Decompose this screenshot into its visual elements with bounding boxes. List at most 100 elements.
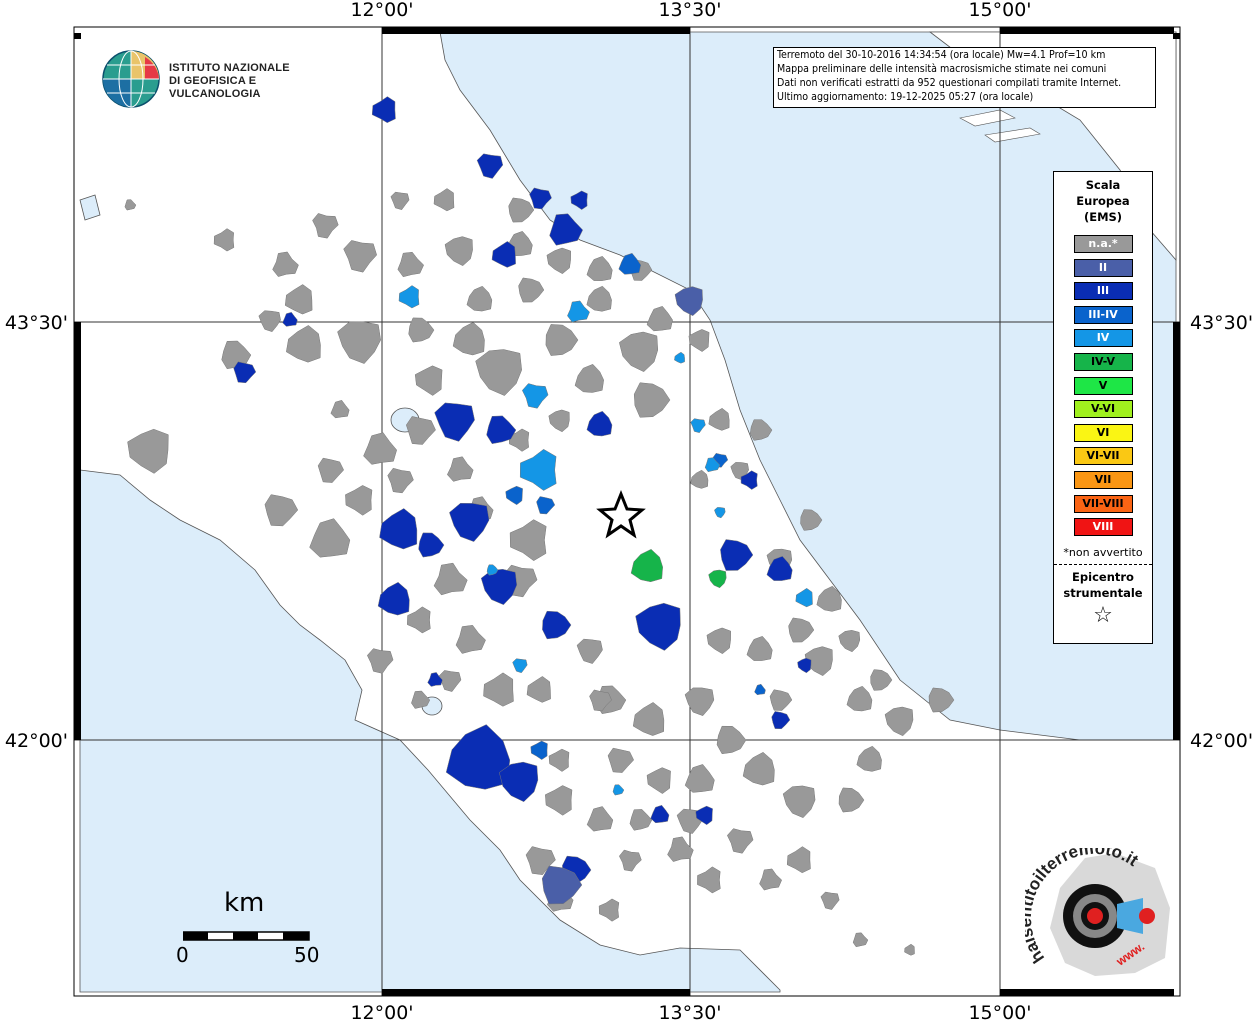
municipality-area — [852, 932, 869, 948]
municipality-area — [525, 846, 556, 875]
municipality-area — [526, 676, 551, 703]
event-info-box: Terremoto del 30-10-2016 14:34:54 (ora l… — [773, 47, 1156, 108]
municipality-area — [586, 410, 613, 437]
municipality-area — [727, 828, 754, 854]
scale-bar: km 0 50 — [176, 888, 326, 978]
municipality-area — [629, 809, 653, 831]
legend-item: II — [1073, 258, 1133, 277]
municipality-area — [455, 625, 486, 654]
municipality-area — [529, 187, 552, 210]
municipality-area — [418, 532, 445, 558]
legend-item: n.a.* — [1073, 235, 1133, 253]
municipality-area — [345, 485, 373, 516]
municipality-area — [612, 784, 625, 796]
municipality-area — [508, 428, 530, 452]
municipality-area — [447, 456, 474, 482]
municipality-area — [452, 321, 485, 356]
croatia-island — [959, 109, 1016, 127]
municipality-area — [542, 610, 572, 640]
municipality-area — [704, 457, 721, 473]
municipality-area — [838, 630, 861, 653]
municipality-area — [444, 236, 473, 267]
municipality-area — [512, 658, 528, 674]
municipality-area — [674, 286, 703, 317]
municipality-area — [475, 349, 522, 396]
municipality-area — [343, 240, 377, 273]
municipality-area — [708, 569, 727, 589]
municipality-area — [633, 382, 671, 418]
municipality-area — [545, 785, 573, 816]
municipality-area — [800, 509, 823, 531]
municipality-area — [797, 657, 812, 674]
right-lat-label-1: 43°30' — [1190, 312, 1253, 334]
ingv-logo: ISTITUTO NAZIONALE DI GEOFISICA E VULCAN… — [101, 49, 331, 109]
top-lon-label-2: 13°30' — [658, 0, 721, 21]
municipality-area — [720, 539, 754, 571]
ingv-globe-icon — [102, 50, 160, 108]
municipality-area — [491, 241, 516, 268]
event-info-line-3: Dati non verificati estratti da 952 ques… — [777, 77, 1122, 89]
municipality-area — [820, 891, 840, 910]
municipality-area — [549, 213, 584, 246]
scale-ruler — [183, 931, 310, 941]
municipality-area — [434, 402, 475, 442]
municipality-area — [371, 96, 396, 123]
municipality-area — [716, 725, 747, 755]
municipality-area — [708, 407, 730, 431]
haisentito-logo-graphic: haisentitoilterremoto.it www. — [1016, 839, 1170, 976]
legend-epicenter-2: strumentale — [1063, 586, 1143, 601]
municipality-area — [746, 636, 773, 661]
legend-item: VI — [1073, 423, 1133, 442]
municipality-area — [786, 846, 811, 874]
municipality-area — [690, 469, 709, 489]
haisentito-logo: haisentitoilterremoto.it www. — [1016, 839, 1175, 978]
municipality-area — [486, 564, 499, 576]
epicenter-star — [596, 489, 646, 539]
municipality-area — [759, 868, 782, 891]
municipality-area — [586, 285, 612, 312]
legend-star-icon: ☆ — [1093, 603, 1113, 629]
municipality-area — [499, 761, 539, 803]
municipality-area — [466, 285, 493, 312]
top-lon-label-3: 15°00' — [968, 0, 1031, 21]
municipality-area — [788, 617, 815, 643]
municipality-area — [433, 188, 455, 212]
municipality-area — [630, 548, 663, 583]
municipality-area — [548, 409, 570, 433]
municipality-area — [714, 507, 726, 519]
municipality-area — [684, 687, 715, 716]
municipality-area — [771, 711, 791, 730]
municipality-area — [127, 428, 169, 474]
left-lat-label-1: 43°30' — [5, 312, 68, 334]
municipality-area — [330, 400, 350, 419]
municipality-area — [576, 638, 603, 664]
legend-item: VII — [1073, 470, 1133, 489]
logo-line-1: ISTITUTO NAZIONALE — [169, 62, 290, 74]
legend-item: III-IV — [1073, 305, 1133, 324]
municipality-area — [379, 508, 418, 550]
municipality-area — [518, 277, 545, 303]
municipality-area — [284, 284, 313, 315]
municipality-area — [536, 496, 556, 515]
municipality-area — [317, 457, 345, 483]
municipality-area — [607, 747, 635, 773]
municipality-area — [766, 556, 793, 581]
municipality-area — [632, 702, 665, 736]
municipality-area — [619, 849, 642, 872]
municipality-area — [574, 364, 604, 393]
legend-item: III — [1073, 282, 1133, 301]
municipality-area — [619, 331, 659, 373]
municipality-area — [667, 836, 694, 862]
legend-epicenter-1: Epicentro — [1072, 570, 1134, 585]
municipality-area — [363, 432, 397, 465]
municipality-area — [390, 191, 410, 210]
event-info-line-4: Ultimo aggiornamento: 19-12-2025 05:27 (… — [777, 91, 1034, 103]
municipality-area — [449, 503, 490, 542]
municipality-area — [264, 494, 299, 527]
bottom-lon-label-3: 15°00' — [968, 1002, 1031, 1024]
municipality-area — [742, 751, 775, 786]
municipality-area — [486, 415, 517, 444]
legend-item: VI-VII — [1073, 447, 1133, 466]
municipality-area — [476, 153, 504, 179]
